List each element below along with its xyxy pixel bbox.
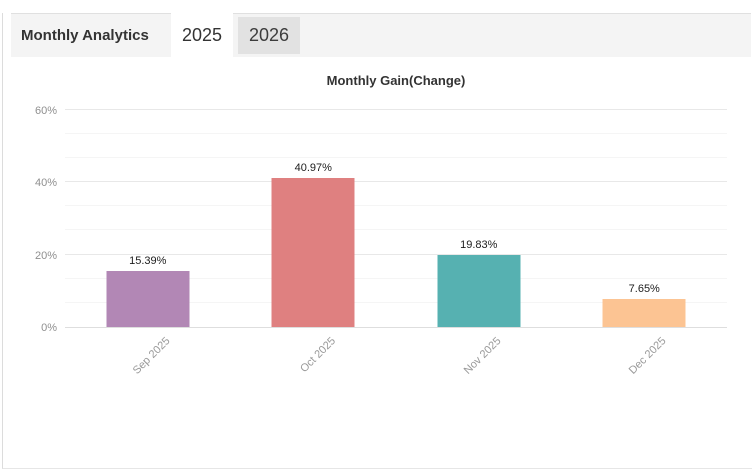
x-tick-label: Dec 2025 (626, 335, 669, 377)
chart-title: Monthly Gain(Change) (326, 73, 466, 88)
bar-value-label: 15.39% (129, 255, 167, 268)
gridline-minor (65, 301, 727, 303)
bar-oct-2025[interactable] (271, 178, 355, 327)
x-tick-label: Sep 2025 (130, 335, 173, 377)
gridline-minor (65, 156, 727, 158)
gridline-major (65, 108, 727, 110)
widget-title: Monthly Analytics (21, 27, 149, 44)
y-tick-label: 40% (34, 177, 57, 189)
x-tick-label: Oct 2025 (297, 335, 338, 376)
bar-slot: 19.83% (396, 95, 562, 327)
bar-value-label: 7.65% (628, 283, 660, 296)
bar-dec-2025[interactable] (602, 299, 686, 327)
tab-2025[interactable]: 2025 (171, 12, 233, 58)
plot-area: 15.39% 40.97% 19.83% 7.65% (65, 95, 727, 328)
gridline-minor (65, 132, 727, 134)
y-tick-label: 0% (41, 322, 57, 334)
monthly-analytics-widget: Monthly Analytics 2025 2026 Monthly Gain(… (2, 12, 752, 469)
year-tabs: 2025 2026 (171, 12, 300, 58)
bar-sep-2025[interactable] (106, 271, 190, 327)
tab-2026[interactable]: 2026 (238, 17, 300, 54)
gridline-major (65, 253, 727, 255)
gridline-minor (65, 277, 727, 279)
gridline-minor (65, 229, 727, 231)
widget-header: Monthly Analytics 2025 2026 (11, 12, 751, 58)
gridline-minor (65, 205, 727, 207)
bar-value-label: 40.97% (294, 162, 332, 175)
bar-slot: 7.65% (562, 95, 728, 327)
y-axis-labels: 0% 20% 40% 60% (3, 95, 57, 335)
x-axis-labels: Sep 2025 Oct 2025 Nov 2025 Dec 2025 (65, 327, 727, 399)
y-tick-label: 60% (34, 104, 57, 117)
gridline-major (65, 181, 727, 182)
bar-slot: 15.39% (65, 95, 231, 327)
x-tick-label: Nov 2025 (461, 335, 504, 377)
y-tick-label: 20% (34, 249, 57, 262)
bar-nov-2025[interactable] (437, 255, 521, 327)
bar-value-label: 19.83% (460, 239, 498, 252)
bar-slot: 40.97% (231, 95, 397, 327)
